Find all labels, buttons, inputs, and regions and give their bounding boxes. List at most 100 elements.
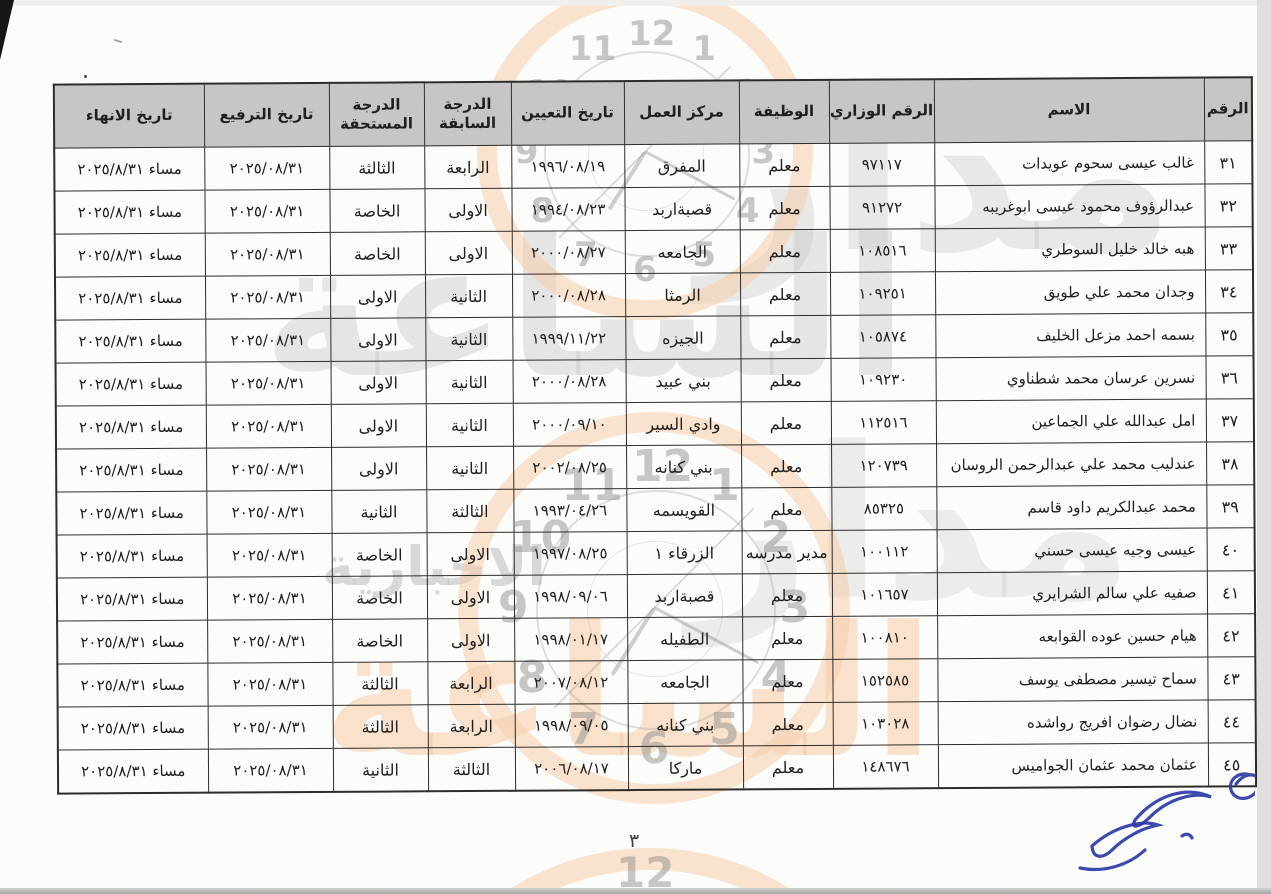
cell-name: هيام حسين عوده القوابعه [937, 614, 1208, 659]
cell-promotion_date: ٢٠٢٥/٠٨/٣١ [207, 619, 333, 664]
cell-ministry_no: ١٠١٦٥٧ [831, 572, 938, 617]
cell-job: معلم [742, 745, 834, 790]
cell-hire_date: ١٩٩٦/٠٨/١٩ [511, 144, 625, 189]
cell-end_date: مساء ٢٠٢٥/٨/٣١ [56, 448, 207, 493]
cell-promotion_date: ٢٠٢٥/٠٨/٣١ [206, 447, 332, 492]
cell-hire_date: ١٩٩٨/٠٩/٠٦ [513, 574, 628, 619]
cell-work_center: الجامعه [624, 229, 740, 274]
cell-due_grade: الاولى [330, 360, 426, 405]
cell-due_grade: الاولى [329, 274, 426, 319]
table-row: ٤١ صفيه علي سالم الشرايري ١٠١٦٥٧ معلم قصبةار… [56, 570, 1256, 622]
cell-work_center: قصبةاربد [626, 573, 743, 618]
cell-name: بسمه احمد مزعل الخليف [935, 313, 1206, 358]
cell-hire_date: ٢٠٠٢/٠٨/٢٥ [513, 445, 627, 490]
cell-due_grade: الخاصة [329, 231, 425, 276]
cell-name: غالب عيسى سحوم عويدات [934, 141, 1205, 186]
cell-ministry_no: ١٢٠٧٣٩ [831, 443, 937, 488]
cell-promotion_date: ٢٠٢٥/٠٨/٣١ [205, 404, 332, 449]
cell-prev_grade: الاولى [426, 532, 514, 576]
cell-work_center: الرمثا [624, 272, 741, 317]
cell-ministry_no: ١٠٩٢٥١ [829, 271, 936, 316]
cell-work_center: ماركا [627, 745, 744, 791]
cell-job: معلم [742, 659, 833, 703]
cell-promotion_date: ٢٠٢٥/٠٨/٣١ [206, 490, 332, 535]
cell-hire_date: ٢٠٠٦/٠٨/١٧ [514, 746, 629, 791]
cell-ministry_no: ١٠٩٢٣٠ [830, 357, 936, 402]
cell-no: ٣٥ [1205, 312, 1254, 357]
cell-no: ٣٩ [1206, 484, 1255, 529]
table-row: ٤٣ سماح تيسير مصطفى يوسف ١٥٢٥٨٥ معلم الجامعه… [57, 656, 1256, 708]
cell-prev_grade: الثانية [425, 317, 513, 361]
scan-edge-right [1257, 0, 1271, 894]
cell-no: ٤٣ [1207, 656, 1256, 701]
cell-hire_date: ١٩٩٤/٠٨/٢٣ [511, 187, 625, 232]
cell-prev_grade: الثالثة [427, 747, 516, 792]
cell-due_grade: الاولى [330, 317, 426, 362]
cell-job: معلم [739, 143, 830, 187]
cell-prev_grade: الثانية [425, 403, 514, 447]
cell-due_grade: الخاصة [329, 188, 425, 233]
cell-ministry_no: ٩١٢٧٢ [829, 185, 935, 230]
header-cell-ministry_no: الرقم الوزاري [828, 79, 935, 144]
cell-work_center: وادي السير [625, 401, 742, 446]
header-cell-job: الوظيفة [738, 79, 830, 144]
cell-promotion_date: ٢٠٢٥/٠٨/٣١ [204, 232, 330, 277]
table-row: ٣٢ عبدالرؤوف محمود عيسى ابوغريبه ٩١٢٧٢ معلم… [54, 183, 1253, 235]
table-body: ٣١ غالب عيسى سحوم عويدات ٩٧١١٧ معلم المفرق ١٩… [54, 140, 1257, 794]
cell-no: ٣٢ [1204, 183, 1253, 228]
cell-ministry_no: ٩٧١١٧ [829, 142, 935, 187]
cell-prev_grade: الاولى [424, 231, 512, 275]
cell-due_grade: الثانية [331, 489, 427, 534]
cell-job: معلم [742, 702, 833, 746]
cell-due_grade: الاولى [331, 446, 427, 491]
cell-prev_grade: الرابعة [424, 145, 512, 189]
table-row: ٤٤ نضال رضوان افريج رواشده ١٠٣٠٢٨ معلم بني ك… [57, 699, 1256, 751]
cell-work_center: بني كنانه [627, 702, 743, 747]
scan-edge-bottom [0, 888, 1271, 894]
cell-hire_date: ٢٠٠٠/٠٨/٢٨ [511, 273, 626, 318]
cell-due_grade: الخاصة [332, 618, 428, 663]
promotion-roster-table: الرقم الاسم الرقم الوزاري الوظيفة مركز العمل… [52, 76, 1258, 795]
cell-ministry_no: ٨٥٣٢٥ [831, 486, 937, 531]
table-row: ٣٨ عندليب محمد علي عبدالرحمن الروسان ١٢٠٧٣… [56, 441, 1255, 493]
cell-ministry_no: ١٤٨٦٧٦ [832, 744, 939, 789]
cell-end_date: مساء ٢٠٢٥/٨/٣١ [57, 749, 209, 794]
scan-edge-top [0, 0, 1271, 6]
signature [1078, 772, 1255, 872]
cell-no: ٣٤ [1204, 269, 1254, 314]
table-row: ٣٩ محمد عبدالكريم داود قاسم ٨٥٣٢٥ معلم القوي… [56, 484, 1255, 536]
cell-name: عبدالرؤوف محمود عيسى ابوغريبه [934, 184, 1205, 229]
cell-no: ٣٧ [1205, 398, 1255, 443]
cell-job: معلم [740, 358, 831, 402]
cell-hire_date: ١٩٩٨/٠٩/٠٥ [514, 703, 628, 748]
cell-end_date: مساء ٢٠٢٥/٨/٣١ [55, 319, 206, 364]
cell-work_center: بني كنانه [626, 444, 742, 489]
table-row: ٤٠ عيسى وجيه عيسى حسني ١٠٠١١٢ مدير مدرسه الز… [56, 527, 1255, 579]
cell-prev_grade: الاولى [427, 618, 515, 662]
cell-prev_grade: الثانية [424, 274, 513, 318]
cell-ministry_no: ١٥٢٥٨٥ [832, 658, 938, 703]
cell-no: ٣٣ [1204, 226, 1253, 271]
cell-promotion_date: ٢٠٢٥/٠٨/٣١ [204, 146, 330, 191]
cell-due_grade: الاولى [330, 403, 427, 448]
cell-no: ٤٢ [1207, 613, 1256, 658]
cell-due_grade: الثالثة [332, 661, 428, 706]
cell-work_center: القويسمه [626, 487, 742, 532]
cell-due_grade: الثانية [332, 747, 429, 792]
cell-end_date: مساء ٢٠٢٥/٨/٣١ [56, 577, 208, 622]
cell-due_grade: الثالثة [332, 704, 428, 749]
cell-promotion_date: ٢٠٢٥/٠٨/٣١ [205, 318, 331, 363]
cell-work_center: الطفيله [627, 616, 743, 661]
cell-end_date: مساء ٢٠٢٥/٨/٣١ [54, 147, 205, 192]
cell-ministry_no: ١٠٨٥١٦ [829, 228, 935, 273]
cell-end_date: مساء ٢٠٢٥/٨/٣١ [55, 405, 207, 450]
cell-promotion_date: ٢٠٢٥/٠٨/٣١ [206, 533, 332, 578]
cell-end_date: مساء ٢٠٢٥/٨/٣١ [57, 706, 208, 751]
cell-name: وجدان محمد علي طويق [934, 270, 1206, 315]
cell-name: هبه خالد خليل السوطري [934, 227, 1205, 272]
cell-name: نسرين عرسان محمد شطناوي [935, 356, 1206, 401]
cell-ministry_no: ١٠٥٨٧٤ [830, 314, 936, 359]
cell-ministry_no: ١٠٠١١٢ [831, 529, 937, 574]
cell-end_date: مساء ٢٠٢٥/٨/٣١ [54, 233, 205, 278]
